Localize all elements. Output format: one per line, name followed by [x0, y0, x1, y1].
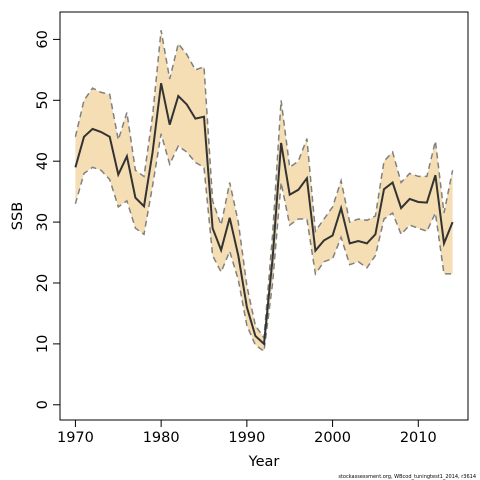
ssb-estimate-line	[74, 82, 454, 346]
x-tick-label: 2000	[314, 430, 351, 446]
x-axis: 1970 1980 1990 2000 2010	[57, 419, 437, 446]
y-tick-label: 60	[35, 30, 51, 48]
y-axis-label: SSB	[10, 202, 26, 230]
y-tick-label: 40	[35, 152, 51, 170]
confidence-band	[75, 30, 453, 352]
x-tick-label: 1980	[143, 430, 180, 446]
y-tick-label: 10	[35, 335, 51, 353]
y-axis: 0 10 20 30 40 50 60	[35, 30, 61, 409]
band-lower-line	[74, 133, 453, 353]
x-axis-label: Year	[248, 454, 280, 470]
chart-caption: stockassessment.org, WBcod_tuningtest1_2…	[338, 474, 476, 480]
y-tick-label: 30	[35, 213, 51, 231]
x-tick-label: 1970	[57, 430, 94, 446]
y-tick-label: 20	[35, 274, 51, 292]
y-tick-label: 0	[35, 400, 51, 409]
x-tick-label: 1990	[228, 430, 265, 446]
x-tick-label: 2010	[400, 430, 437, 446]
y-tick-label: 50	[35, 91, 51, 109]
